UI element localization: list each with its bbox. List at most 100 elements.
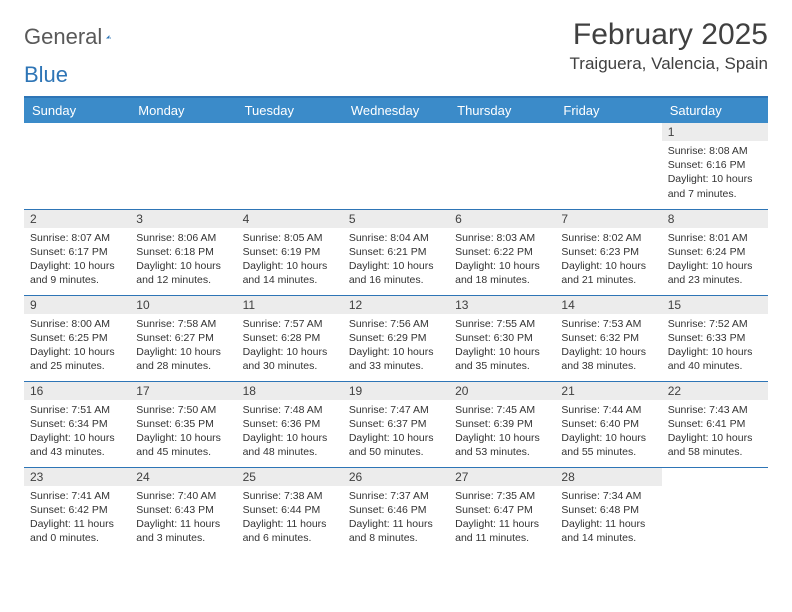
day-number: 14 (555, 296, 661, 314)
calendar-day-cell: 13Sunrise: 7:55 AMSunset: 6:30 PMDayligh… (449, 295, 555, 381)
day-details: Sunrise: 8:06 AMSunset: 6:18 PMDaylight:… (130, 228, 236, 292)
calendar-day-cell: 6Sunrise: 8:03 AMSunset: 6:22 PMDaylight… (449, 209, 555, 295)
day-details: Sunrise: 8:00 AMSunset: 6:25 PMDaylight:… (24, 314, 130, 378)
weekday-header: Saturday (662, 98, 768, 123)
calendar-day-cell: .. (662, 467, 768, 553)
calendar-table: Sunday Monday Tuesday Wednesday Thursday… (24, 98, 768, 553)
day-number: 24 (130, 468, 236, 486)
day-number: 2 (24, 210, 130, 228)
day-number: 19 (343, 382, 449, 400)
calendar-day-cell: 17Sunrise: 7:50 AMSunset: 6:35 PMDayligh… (130, 381, 236, 467)
calendar-day-cell: 2Sunrise: 8:07 AMSunset: 6:17 PMDaylight… (24, 209, 130, 295)
day-number: 17 (130, 382, 236, 400)
calendar-day-cell: .. (237, 123, 343, 209)
day-number: 18 (237, 382, 343, 400)
day-number: 21 (555, 382, 661, 400)
calendar-week-row: 2Sunrise: 8:07 AMSunset: 6:17 PMDaylight… (24, 209, 768, 295)
calendar-day-cell: .. (449, 123, 555, 209)
weekday-header: Wednesday (343, 98, 449, 123)
day-number: 4 (237, 210, 343, 228)
day-number: 23 (24, 468, 130, 486)
day-details: Sunrise: 8:07 AMSunset: 6:17 PMDaylight:… (24, 228, 130, 292)
weekday-header-row: Sunday Monday Tuesday Wednesday Thursday… (24, 98, 768, 123)
day-details: Sunrise: 7:51 AMSunset: 6:34 PMDaylight:… (24, 400, 130, 464)
day-number: 27 (449, 468, 555, 486)
day-number: 3 (130, 210, 236, 228)
calendar-day-cell: 20Sunrise: 7:45 AMSunset: 6:39 PMDayligh… (449, 381, 555, 467)
day-details: Sunrise: 7:52 AMSunset: 6:33 PMDaylight:… (662, 314, 768, 378)
calendar-week-row: 23Sunrise: 7:41 AMSunset: 6:42 PMDayligh… (24, 467, 768, 553)
day-details: Sunrise: 8:01 AMSunset: 6:24 PMDaylight:… (662, 228, 768, 292)
day-number: 5 (343, 210, 449, 228)
location-subtitle: Traiguera, Valencia, Spain (570, 54, 768, 74)
calendar-day-cell: .. (555, 123, 661, 209)
calendar-day-cell: 23Sunrise: 7:41 AMSunset: 6:42 PMDayligh… (24, 467, 130, 553)
day-number: 8 (662, 210, 768, 228)
calendar-day-cell: 25Sunrise: 7:38 AMSunset: 6:44 PMDayligh… (237, 467, 343, 553)
brand-word1: General (24, 24, 102, 50)
calendar-day-cell: 1Sunrise: 8:08 AMSunset: 6:16 PMDaylight… (662, 123, 768, 209)
day-number: 9 (24, 296, 130, 314)
calendar-day-cell: .. (130, 123, 236, 209)
calendar-body: ............1Sunrise: 8:08 AMSunset: 6:1… (24, 123, 768, 553)
weekday-header: Sunday (24, 98, 130, 123)
brand-word2: Blue (24, 62, 68, 88)
month-title: February 2025 (570, 18, 768, 52)
calendar-week-row: ............1Sunrise: 8:08 AMSunset: 6:1… (24, 123, 768, 209)
brand-logo: General (24, 18, 134, 50)
day-details: Sunrise: 7:41 AMSunset: 6:42 PMDaylight:… (24, 486, 130, 550)
calendar-day-cell: 19Sunrise: 7:47 AMSunset: 6:37 PMDayligh… (343, 381, 449, 467)
day-details: Sunrise: 7:53 AMSunset: 6:32 PMDaylight:… (555, 314, 661, 378)
calendar-day-cell: 22Sunrise: 7:43 AMSunset: 6:41 PMDayligh… (662, 381, 768, 467)
calendar-day-cell: 5Sunrise: 8:04 AMSunset: 6:21 PMDaylight… (343, 209, 449, 295)
calendar-day-cell: 28Sunrise: 7:34 AMSunset: 6:48 PMDayligh… (555, 467, 661, 553)
calendar-day-cell: 18Sunrise: 7:48 AMSunset: 6:36 PMDayligh… (237, 381, 343, 467)
title-block: February 2025 Traiguera, Valencia, Spain (570, 18, 768, 74)
day-details: Sunrise: 7:47 AMSunset: 6:37 PMDaylight:… (343, 400, 449, 464)
calendar-day-cell: 27Sunrise: 7:35 AMSunset: 6:47 PMDayligh… (449, 467, 555, 553)
day-number: 15 (662, 296, 768, 314)
calendar-day-cell: 8Sunrise: 8:01 AMSunset: 6:24 PMDaylight… (662, 209, 768, 295)
day-details: Sunrise: 7:35 AMSunset: 6:47 PMDaylight:… (449, 486, 555, 550)
day-details: Sunrise: 7:57 AMSunset: 6:28 PMDaylight:… (237, 314, 343, 378)
brand-sail-icon (106, 27, 111, 47)
day-details: Sunrise: 8:05 AMSunset: 6:19 PMDaylight:… (237, 228, 343, 292)
calendar-day-cell: 12Sunrise: 7:56 AMSunset: 6:29 PMDayligh… (343, 295, 449, 381)
day-number: 20 (449, 382, 555, 400)
day-number: 1 (662, 123, 768, 141)
calendar-week-row: 9Sunrise: 8:00 AMSunset: 6:25 PMDaylight… (24, 295, 768, 381)
day-details: Sunrise: 8:02 AMSunset: 6:23 PMDaylight:… (555, 228, 661, 292)
day-details: Sunrise: 7:40 AMSunset: 6:43 PMDaylight:… (130, 486, 236, 550)
day-details: Sunrise: 8:08 AMSunset: 6:16 PMDaylight:… (662, 141, 768, 205)
calendar-day-cell: 24Sunrise: 7:40 AMSunset: 6:43 PMDayligh… (130, 467, 236, 553)
day-details: Sunrise: 7:50 AMSunset: 6:35 PMDaylight:… (130, 400, 236, 464)
calendar-day-cell: 11Sunrise: 7:57 AMSunset: 6:28 PMDayligh… (237, 295, 343, 381)
weekday-header: Tuesday (237, 98, 343, 123)
day-number: 13 (449, 296, 555, 314)
day-number: 26 (343, 468, 449, 486)
weekday-header: Monday (130, 98, 236, 123)
weekday-header: Friday (555, 98, 661, 123)
calendar-day-cell: 7Sunrise: 8:02 AMSunset: 6:23 PMDaylight… (555, 209, 661, 295)
day-details: Sunrise: 7:38 AMSunset: 6:44 PMDaylight:… (237, 486, 343, 550)
day-details: Sunrise: 7:48 AMSunset: 6:36 PMDaylight:… (237, 400, 343, 464)
day-number: 6 (449, 210, 555, 228)
day-number: 22 (662, 382, 768, 400)
day-number: 16 (24, 382, 130, 400)
day-number: 28 (555, 468, 661, 486)
calendar-day-cell: 14Sunrise: 7:53 AMSunset: 6:32 PMDayligh… (555, 295, 661, 381)
day-number: 10 (130, 296, 236, 314)
calendar-day-cell: 26Sunrise: 7:37 AMSunset: 6:46 PMDayligh… (343, 467, 449, 553)
calendar-day-cell: 3Sunrise: 8:06 AMSunset: 6:18 PMDaylight… (130, 209, 236, 295)
day-details: Sunrise: 7:56 AMSunset: 6:29 PMDaylight:… (343, 314, 449, 378)
calendar-week-row: 16Sunrise: 7:51 AMSunset: 6:34 PMDayligh… (24, 381, 768, 467)
day-number: 7 (555, 210, 661, 228)
calendar-day-cell: 9Sunrise: 8:00 AMSunset: 6:25 PMDaylight… (24, 295, 130, 381)
weekday-header: Thursday (449, 98, 555, 123)
calendar-day-cell: 10Sunrise: 7:58 AMSunset: 6:27 PMDayligh… (130, 295, 236, 381)
day-number: 25 (237, 468, 343, 486)
calendar-day-cell: 4Sunrise: 8:05 AMSunset: 6:19 PMDaylight… (237, 209, 343, 295)
day-details: Sunrise: 7:55 AMSunset: 6:30 PMDaylight:… (449, 314, 555, 378)
day-details: Sunrise: 7:58 AMSunset: 6:27 PMDaylight:… (130, 314, 236, 378)
day-number: 12 (343, 296, 449, 314)
